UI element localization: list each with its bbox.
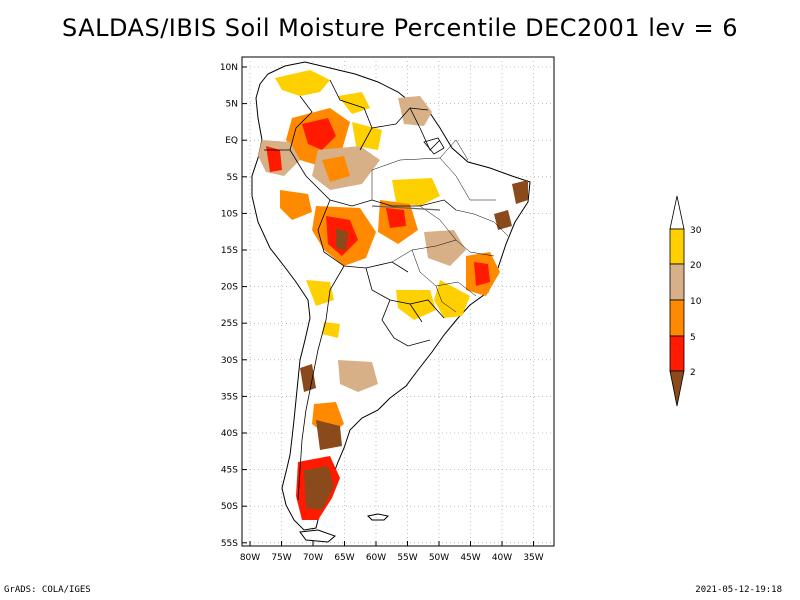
x-tick-label: 70W (303, 553, 323, 563)
falkland-islands (366, 513, 390, 521)
y-tick-label: 25S (221, 319, 238, 329)
state-borders (371, 139, 509, 313)
y-tick-label: 20S (221, 283, 238, 293)
legend-swatch-2-5 (669, 335, 685, 372)
x-tick-label: 35W (523, 553, 543, 563)
marajo-island (423, 137, 445, 155)
y-tick-label: 30S (221, 356, 238, 366)
plot-frame (241, 56, 555, 547)
y-tick-label: 10S (221, 209, 238, 219)
legend-label-2: 2 (690, 368, 696, 378)
y-tick-label: 5S (227, 173, 239, 183)
highlight-line (371, 205, 441, 211)
x-axis-ticks: 80W 75W 70W 65W 60W 55W 50W 45W 40W 35W (240, 541, 544, 563)
x-tick-label: 80W (240, 553, 260, 563)
legend-swatch-10-20 (669, 263, 685, 301)
legend-swatch-5-10 (669, 299, 685, 337)
legend-label-30: 30 (690, 226, 702, 236)
x-tick-label: 55W (397, 553, 417, 563)
x-tick-label: 50W (429, 553, 449, 563)
y-tick-label: 5N (226, 100, 238, 110)
y-tick-label: 15S (221, 246, 238, 256)
y-tick-label: 55S (221, 539, 238, 549)
legend-label-20: 20 (690, 261, 702, 271)
x-tick-label: 40W (492, 553, 512, 563)
x-tick-label: 45W (460, 553, 480, 563)
legend-label-10: 10 (690, 297, 702, 307)
footer-timestamp: 2021-05-12-19:18 (695, 585, 782, 595)
legend-swatch-below (669, 370, 685, 407)
footer-credit: GrADS: COLA/IGES (4, 585, 91, 595)
y-tick-label: 10N (220, 63, 238, 73)
color-legend: 30 20 10 5 2 (669, 195, 702, 407)
map-title: SALDAS/IBIS Soil Moisture Percentile DEC… (62, 14, 738, 42)
x-tick-label: 65W (334, 553, 354, 563)
y-tick-label: 50S (221, 502, 238, 512)
legend-swatch-20-30 (669, 228, 685, 265)
south-america-landmass (251, 61, 531, 543)
percentile-shading (258, 70, 528, 520)
x-tick-label: 60W (366, 553, 386, 563)
y-tick-label: 40S (221, 429, 238, 439)
y-tick-label: 35S (221, 392, 238, 402)
y-axis-ticks: 10N 5N EQ 5S 10S 15S 20S 25S 30S 35S 40S 45S 50S 55S (220, 63, 247, 549)
tierra-del-fuego (299, 529, 336, 543)
legend-swatch-above (669, 195, 685, 230)
y-tick-label: EQ (225, 136, 238, 146)
x-tick-label: 75W (271, 553, 291, 563)
legend-label-5: 5 (690, 333, 696, 343)
y-tick-label: 45S (221, 466, 238, 476)
